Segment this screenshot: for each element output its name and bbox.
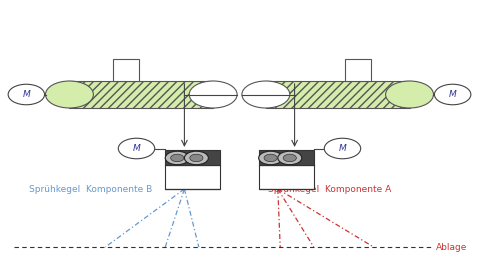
Bar (259, 165, 314, 189)
Circle shape (386, 81, 433, 108)
Text: Sprühkegel  Komponente B: Sprühkegel Komponente B (29, 184, 152, 194)
Circle shape (278, 151, 302, 165)
Circle shape (8, 84, 45, 105)
Circle shape (184, 151, 208, 165)
Circle shape (46, 81, 93, 108)
Bar (165, 150, 220, 165)
Circle shape (189, 81, 237, 108)
Bar (259, 150, 314, 165)
Text: M: M (133, 144, 140, 153)
Text: M: M (449, 90, 456, 99)
Circle shape (283, 154, 297, 162)
Circle shape (264, 154, 277, 162)
Text: Sprühkegel  Komponente A: Sprühkegel Komponente A (268, 184, 391, 194)
Text: M: M (23, 90, 30, 99)
Bar (165, 165, 220, 189)
Circle shape (434, 84, 471, 105)
Text: Ablage: Ablage (436, 242, 468, 252)
Circle shape (259, 151, 283, 165)
Text: M: M (339, 144, 346, 153)
Circle shape (324, 138, 361, 159)
Bar (345, 59, 371, 81)
Bar (69, 81, 213, 108)
Circle shape (165, 151, 189, 165)
Circle shape (242, 81, 290, 108)
Circle shape (171, 154, 184, 162)
Bar (113, 59, 139, 81)
Circle shape (190, 154, 203, 162)
Circle shape (118, 138, 155, 159)
Bar (266, 81, 410, 108)
